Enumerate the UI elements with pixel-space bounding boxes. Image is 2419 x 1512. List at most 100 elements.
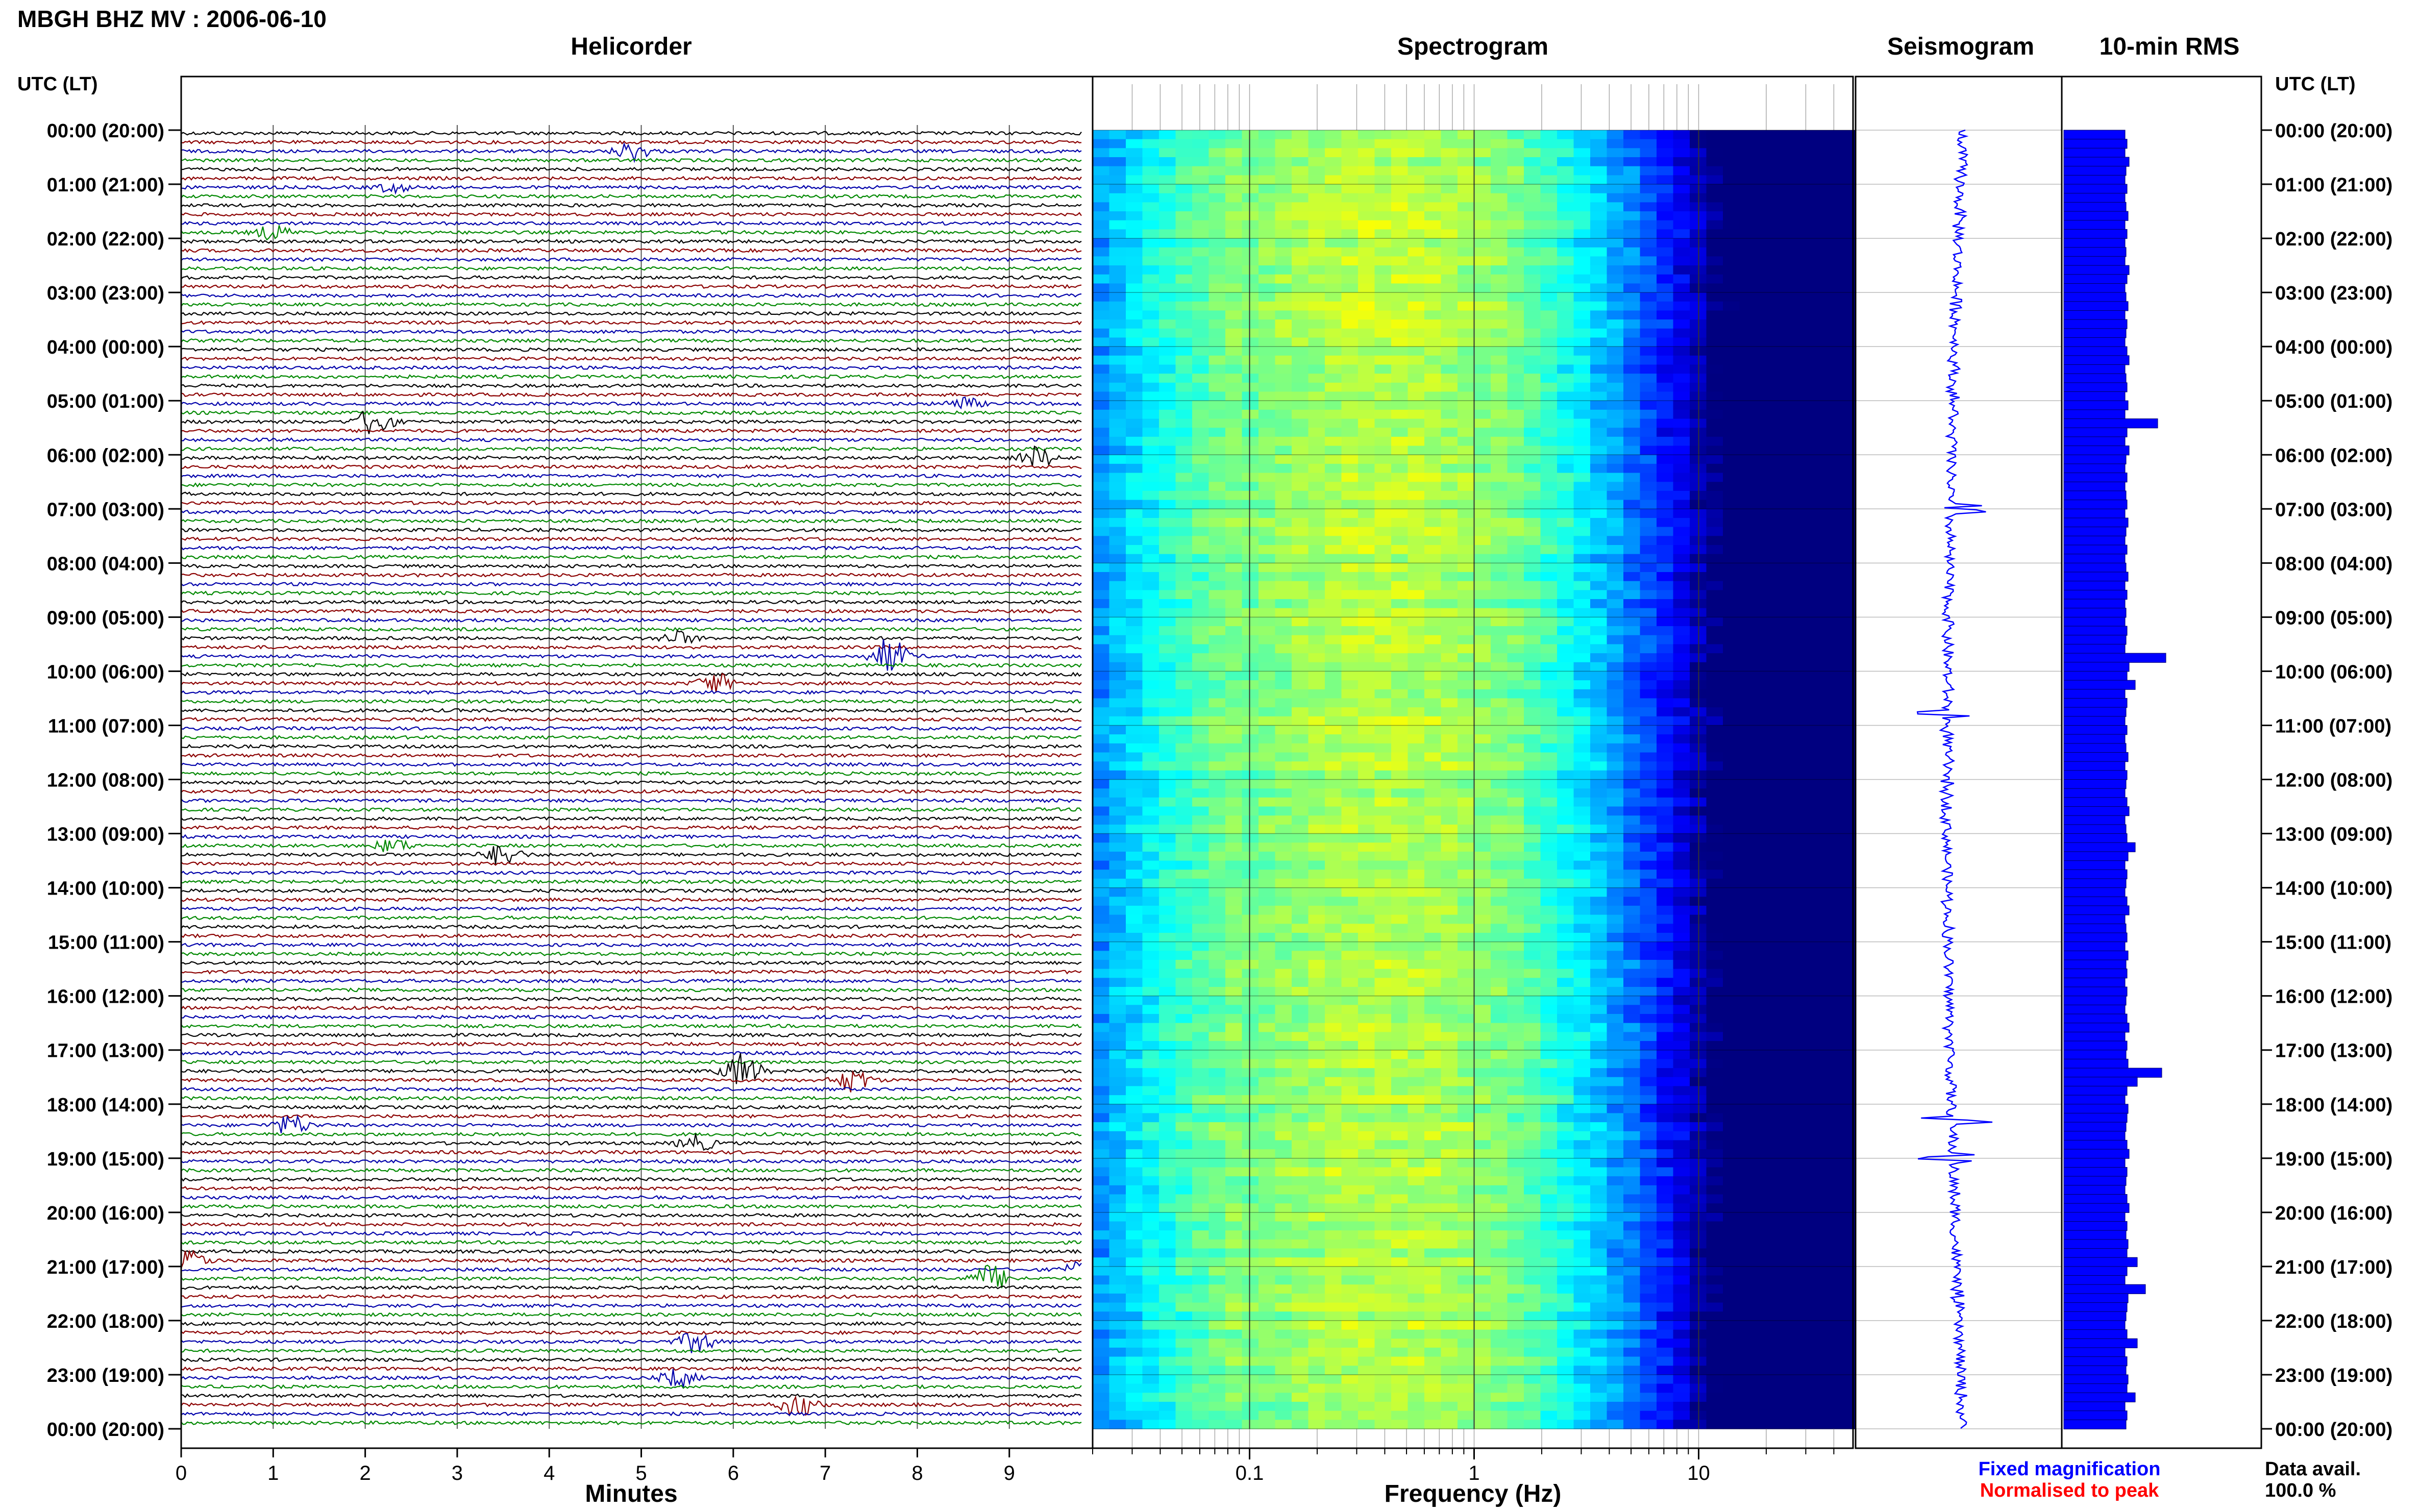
- spectrogram-cell: [1706, 527, 1723, 536]
- spectrogram-cell: [1640, 500, 1657, 509]
- spectrogram-cell: [1673, 283, 1690, 293]
- spectrogram-cell: [1258, 536, 1276, 546]
- spectrogram-cell: [1789, 445, 1807, 455]
- spectrogram-cell: [1325, 283, 1342, 293]
- spectrogram-cell: [1126, 924, 1143, 933]
- spectrogram-cell: [1093, 860, 1110, 870]
- spectrogram-cell: [1557, 139, 1574, 148]
- spectrogram-cell: [1524, 391, 1541, 401]
- spectrogram-cell: [1308, 779, 1325, 789]
- spectrogram-cell: [1491, 851, 1508, 861]
- spectrogram-cell: [1723, 500, 1740, 509]
- spectrogram-cell: [1275, 355, 1292, 365]
- spectrogram-cell: [1424, 518, 1442, 528]
- spectrogram-cell: [1557, 743, 1574, 753]
- spectrogram-cell: [1789, 374, 1807, 383]
- spectrogram-cell: [1640, 527, 1657, 536]
- spectrogram-cell: [1623, 1032, 1641, 1042]
- spectrogram-cell: [1806, 1032, 1823, 1042]
- spectrogram-cell: [1474, 617, 1491, 627]
- helicorder-trace: [181, 662, 1082, 668]
- spectrogram-cell: [1723, 878, 1740, 888]
- spectrogram-cell: [1623, 202, 1641, 212]
- spectrogram-cell: [1573, 680, 1591, 690]
- spectrogram-cell: [1109, 436, 1126, 447]
- spectrogram-cell: [1126, 680, 1143, 690]
- spectrogram-cell: [1093, 166, 1110, 176]
- spectrogram-cell: [1673, 436, 1690, 447]
- spectrogram-cell: [1159, 887, 1176, 897]
- spectrogram-cell: [1358, 951, 1375, 960]
- spectrogram-cell: [1325, 572, 1342, 582]
- spectrogram-cell: [1573, 914, 1591, 924]
- spectrogram-cell: [1292, 428, 1309, 437]
- helicorder-trace: [181, 546, 1082, 551]
- spectrogram-cell: [1325, 157, 1342, 167]
- spectrogram-cell: [1706, 229, 1723, 239]
- spectrogram-cell: [1159, 391, 1176, 401]
- spectrogram-cell: [1341, 770, 1359, 780]
- spectrogram-cell: [1258, 220, 1276, 230]
- spectrogram-cell: [1159, 455, 1176, 464]
- spectrogram-cell: [1673, 328, 1690, 338]
- spectrogram-cell: [1441, 292, 1458, 302]
- spectrogram-cell: [1358, 211, 1375, 221]
- helicorder-trace: [181, 639, 1082, 671]
- spectrogram-cell: [1159, 1023, 1176, 1032]
- spectrogram-cell: [1358, 608, 1375, 617]
- spectrogram-cell: [1292, 842, 1309, 852]
- spectrogram-cell: [1308, 897, 1325, 906]
- spectrogram-cell: [1109, 139, 1126, 148]
- spectrogram-cell: [1308, 698, 1325, 708]
- spectrogram-cell: [1192, 346, 1210, 356]
- spectrogram-cell: [1225, 184, 1243, 194]
- spectrogram-cell: [1341, 978, 1359, 987]
- spectrogram-cell: [1424, 608, 1442, 617]
- spectrogram-cell: [1109, 256, 1126, 266]
- spectrogram-cell: [1756, 1005, 1773, 1014]
- spectrogram-cell: [1225, 1014, 1243, 1024]
- spectrogram-cell: [1225, 310, 1243, 320]
- spectrogram-cell: [1225, 148, 1243, 158]
- spectrogram-cell: [1673, 211, 1690, 221]
- spectrogram-cell: [1242, 193, 1259, 203]
- helicorder-trace: [181, 743, 1082, 749]
- spectrogram-cell: [1673, 148, 1690, 158]
- spectrogram-cell: [1590, 905, 1608, 915]
- spectrogram-cell: [1458, 842, 1475, 852]
- spectrogram-cell: [1524, 274, 1541, 284]
- spectrogram-cell: [1657, 139, 1674, 148]
- spectrogram-cell: [1175, 518, 1193, 528]
- spectrogram-cell: [1623, 211, 1641, 221]
- spectrogram-cell: [1491, 301, 1508, 311]
- spectrogram-cell: [1789, 689, 1807, 699]
- spectrogram-cell: [1424, 878, 1442, 888]
- spectrogram-cell: [1590, 391, 1608, 401]
- spectrogram-cell: [1374, 1023, 1392, 1032]
- spectrogram-cell: [1175, 428, 1193, 437]
- spectrogram-cell: [1557, 635, 1574, 645]
- spectrogram-cell: [1474, 752, 1491, 762]
- spectrogram-cell: [1739, 851, 1757, 861]
- spectrogram-cell: [1374, 698, 1392, 708]
- spectrogram-cell: [1640, 445, 1657, 455]
- spectrogram-cell: [1590, 698, 1608, 708]
- spectrogram-cell: [1590, 337, 1608, 347]
- spectrogram-cell: [1424, 482, 1442, 491]
- spectrogram-cell: [1507, 905, 1524, 915]
- spectrogram-cell: [1408, 905, 1425, 915]
- spectrogram-cell: [1308, 436, 1325, 447]
- spectrogram-cell: [1408, 247, 1425, 257]
- spectrogram-cell: [1441, 806, 1458, 816]
- spectrogram-cell: [1673, 1041, 1690, 1051]
- spectrogram-cell: [1441, 527, 1458, 536]
- spectrogram-cell: [1308, 716, 1325, 726]
- hour-label-right: 17:00 (13:00): [2275, 1040, 2392, 1062]
- spectrogram-cell: [1192, 202, 1210, 212]
- spectrogram-cell: [1242, 842, 1259, 852]
- spectrogram-cell: [1408, 463, 1425, 474]
- spectrogram-cell: [1772, 265, 1790, 275]
- spectrogram-cell: [1126, 148, 1143, 158]
- spectrogram-cell: [1789, 256, 1807, 266]
- spectrogram-cell: [1573, 536, 1591, 546]
